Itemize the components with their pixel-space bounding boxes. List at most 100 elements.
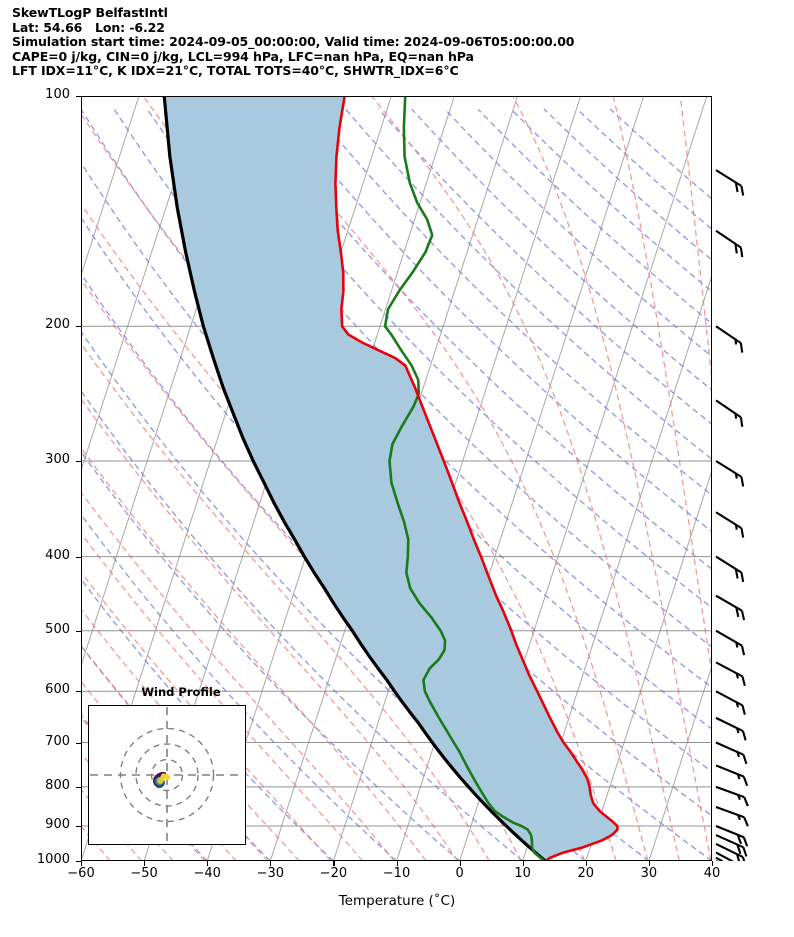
wind-barb <box>715 460 745 487</box>
y-tick-mark <box>76 691 81 693</box>
y-tick-mark <box>76 96 81 98</box>
y-tick-mark <box>76 742 81 744</box>
parcel-profile-curve <box>162 96 547 861</box>
dry-adiabat-line <box>245 108 712 571</box>
wind-barb <box>715 594 746 621</box>
y-tick-mark <box>76 630 81 632</box>
dry-adiabat-line <box>81 450 461 861</box>
dry-adiabat-line <box>609 108 712 200</box>
moist-adiabat-line <box>81 491 395 861</box>
y-tick-mark <box>76 460 81 463</box>
x-tick-label: −60 <box>67 866 95 881</box>
x-tick-mark <box>270 861 272 866</box>
wind-barb <box>715 229 744 258</box>
moist-adiabat-line <box>240 96 649 861</box>
isotherm-line <box>522 273 712 861</box>
x-tick-label: 10 <box>514 866 531 881</box>
header-title: SkewTLogP BelfastIntl <box>12 5 168 20</box>
y-tick-mark <box>76 556 81 558</box>
x-tick-mark <box>585 861 587 866</box>
wind-barb <box>715 511 745 538</box>
header-cape-line: CAPE=0 j/kg, CIN=0 j/kg, LCL=994 hPa, LF… <box>12 48 474 64</box>
wind-barb <box>715 661 746 687</box>
x-tick-label: 0 <box>455 866 464 881</box>
y-tick-label: 900 <box>45 816 70 832</box>
wind-barb <box>715 843 746 861</box>
x-tick-label: 20 <box>577 866 595 881</box>
wind-barb <box>715 851 735 861</box>
y-tick-label: 800 <box>45 777 70 793</box>
moist-adiabat-line <box>679 96 712 386</box>
wind-barb <box>715 741 748 765</box>
figure-header: SkewTLogP BelfastIntl Lat: 54.66 Lon: -6… <box>12 5 782 79</box>
moist-adiabat-line <box>370 96 680 861</box>
moist-adiabat-line <box>81 397 459 861</box>
x-tick-mark <box>81 861 83 866</box>
x-axis-label: Temperature (˚C) <box>338 893 456 909</box>
x-tick-mark <box>522 861 524 866</box>
y-tick-label: 400 <box>45 547 70 563</box>
x-tick-label: −20 <box>319 866 348 881</box>
isotherm-line <box>81 96 203 473</box>
x-tick-label: −40 <box>193 866 221 881</box>
y-tick-label: 100 <box>45 87 70 102</box>
y-tick-label: 600 <box>45 682 70 698</box>
y-tick-mark <box>76 861 81 863</box>
x-tick-mark <box>648 861 651 866</box>
hodograph-title-line1: Wind Profile <box>141 685 221 699</box>
hodograph-inset <box>88 705 246 845</box>
isotherm-line <box>81 96 140 277</box>
x-tick-label: −10 <box>382 866 411 881</box>
y-tick-label: 1000 <box>36 852 70 867</box>
x-tick-mark <box>459 861 461 866</box>
moist-adiabat-line <box>612 96 712 679</box>
wind-barb <box>715 399 744 427</box>
wind-barb <box>715 629 746 656</box>
y-tick-mark <box>76 326 81 328</box>
dewpoint-profile-curve <box>383 96 545 861</box>
wind-barb <box>715 690 746 715</box>
dry-adiabat-line <box>378 108 712 426</box>
y-tick-label: 700 <box>45 733 70 749</box>
isotherm-line <box>332 96 582 861</box>
x-tick-mark <box>333 861 335 866</box>
moist-adiabat-line <box>81 608 300 861</box>
isotherm-line <box>585 468 712 861</box>
y-tick-label: 200 <box>45 317 70 333</box>
dry-adiabat-line <box>179 108 712 648</box>
hodograph-trace-segment <box>163 774 171 780</box>
wind-barb <box>715 834 748 857</box>
dry-adiabat-line <box>81 578 334 861</box>
skewt-canvas <box>81 96 712 861</box>
wind-barb <box>715 785 749 807</box>
moist-adiabat-line <box>81 446 427 861</box>
x-tick-label: −30 <box>256 866 285 881</box>
hodograph-canvas <box>90 707 244 843</box>
moist-adiabat-line <box>142 96 617 861</box>
x-tick-mark <box>396 861 398 866</box>
wind-barb <box>715 806 749 827</box>
moist-adiabat-line <box>81 532 364 861</box>
y-tick-label: 300 <box>45 451 70 467</box>
x-tick-mark <box>207 861 209 866</box>
wind-barb <box>715 169 745 196</box>
header-latlon: Lat: 54.66 Lon: -6.22 <box>12 19 165 35</box>
moist-adiabat-line <box>512 96 712 861</box>
x-tick-label: 30 <box>640 866 658 881</box>
dry-adiabat-line <box>345 108 712 461</box>
x-tick-label: −50 <box>130 866 158 881</box>
wind-barb <box>715 856 724 861</box>
wind-barb <box>715 555 745 583</box>
y-tick-label: 500 <box>45 621 70 637</box>
wind-barb <box>715 325 744 353</box>
x-tick-mark <box>144 861 146 866</box>
moist-adiabat-line <box>81 342 490 861</box>
dry-adiabat-line <box>278 108 712 533</box>
header-indices-line: LFT IDX=11°C, K IDX=21°C, TOTAL TOTS=40°… <box>12 63 459 79</box>
x-tick-mark <box>712 861 714 866</box>
wind-barb-column <box>715 169 749 861</box>
y-tick-mark <box>76 786 81 789</box>
y-tick-mark <box>76 825 81 828</box>
wind-barb <box>715 764 749 787</box>
